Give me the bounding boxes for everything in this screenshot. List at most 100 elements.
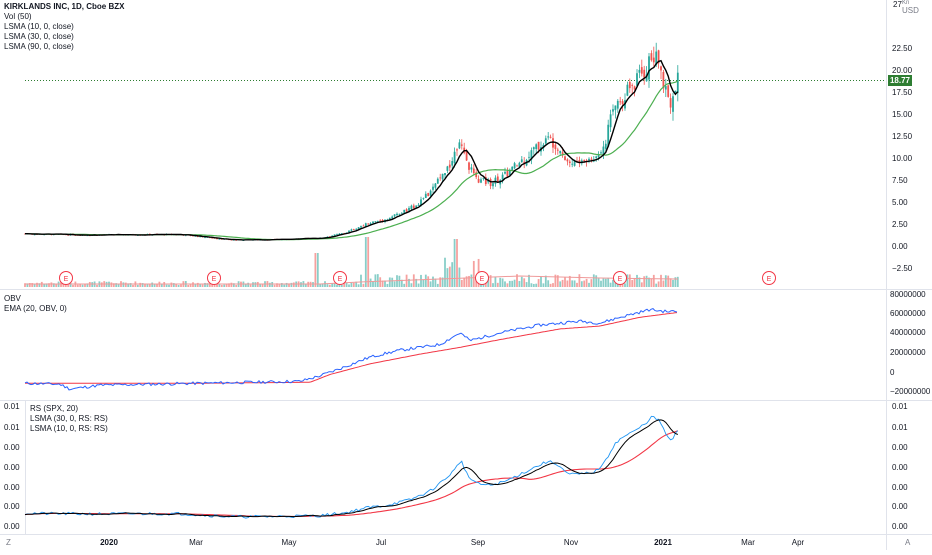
volume-bar — [76, 284, 79, 287]
volume-bar — [643, 276, 646, 287]
volume-bar — [45, 283, 48, 287]
candle-body — [458, 142, 461, 149]
volume-bar — [177, 284, 180, 287]
earnings-marker[interactable] — [207, 271, 221, 285]
earnings-marker[interactable] — [333, 271, 347, 285]
volume-bar — [223, 284, 226, 287]
legend-rs-lsma-10[interactable]: LSMA (10, 0, RS: RS) — [30, 424, 108, 433]
rs-left-axis-label: 0.00 — [4, 443, 20, 452]
volume-bar — [156, 283, 158, 287]
candle-body — [674, 90, 677, 93]
candle-body — [535, 144, 538, 150]
volume-ma-path — [25, 275, 679, 285]
volume-bar — [444, 257, 446, 287]
volume-bar — [417, 283, 420, 287]
volume-bar — [376, 274, 379, 287]
volume-bar — [26, 283, 29, 287]
volume-bar — [592, 274, 595, 287]
candle-body — [420, 199, 422, 206]
legend-volume[interactable]: Vol (50) — [4, 12, 32, 21]
legend-rs-lsma-30[interactable]: LSMA (30, 0, RS: RS) — [30, 414, 108, 423]
candle-body — [640, 67, 643, 74]
volume-bar — [520, 276, 523, 287]
earnings-marker[interactable] — [59, 271, 73, 285]
timezone-button[interactable]: Z — [6, 538, 11, 547]
volume-bar — [96, 284, 98, 287]
candle-body — [508, 170, 511, 176]
candle-body — [472, 168, 475, 174]
candle-body — [444, 173, 446, 176]
volume-bar — [132, 284, 134, 287]
obv-ema-line — [25, 312, 678, 384]
volume-bar — [636, 274, 638, 287]
volume-bar — [232, 283, 235, 287]
legend-lsma-10[interactable]: LSMA (10, 0, close) — [4, 22, 74, 31]
volume-bar — [468, 275, 470, 287]
candle-body — [511, 166, 514, 170]
volume-bar — [588, 282, 590, 287]
candle-body — [607, 124, 610, 147]
legend-obv-ema[interactable]: EMA (20, OBV, 0) — [4, 304, 67, 313]
candle-body — [496, 176, 499, 183]
candle-body — [364, 223, 367, 227]
volume-bar — [336, 284, 338, 287]
legend-rs[interactable]: RS (SPX, 20) — [30, 404, 79, 413]
volume-bar — [285, 282, 288, 287]
volume-bar — [638, 277, 641, 287]
volume-bar — [276, 283, 278, 287]
earnings-marker[interactable] — [762, 271, 776, 285]
volume-bar — [511, 280, 514, 287]
candle-body — [516, 165, 518, 167]
candle-body — [230, 239, 233, 241]
time-axis-label: Mar — [189, 538, 203, 547]
candle-body — [381, 220, 384, 222]
volume-bar — [453, 239, 456, 287]
volume-bar — [568, 275, 571, 287]
candle-body — [520, 159, 523, 163]
candle-body — [619, 101, 622, 103]
volume-bar — [487, 276, 490, 287]
rs-left-axis-label: 0.00 — [4, 483, 20, 492]
legend-lsma-90[interactable]: LSMA (90, 0, close) — [4, 42, 74, 51]
volume-bar — [290, 282, 293, 287]
candle-body — [367, 223, 370, 225]
volume-bar — [624, 283, 626, 287]
earnings-marker[interactable] — [475, 271, 489, 285]
candle-body — [372, 221, 374, 224]
volume-bar — [554, 274, 557, 287]
candle-body — [331, 235, 334, 237]
candle-body — [616, 100, 619, 109]
obv-axis-label: 40000000 — [890, 328, 926, 337]
legend-obv[interactable]: OBV — [4, 294, 21, 303]
time-axis-label: Nov — [564, 538, 578, 547]
candlesticks[interactable] — [24, 42, 679, 241]
currency-label[interactable]: USD — [902, 6, 919, 15]
time-axis-label: Sep — [471, 538, 486, 547]
volume-bar — [331, 283, 334, 287]
earnings-marker[interactable] — [613, 271, 627, 285]
rs-line — [24, 415, 679, 519]
volume-bar — [528, 274, 530, 287]
candle-body — [192, 235, 194, 237]
candle-body — [456, 149, 458, 151]
volume-bar — [458, 267, 461, 287]
legend-lsma-30[interactable]: LSMA (30, 0, close) — [4, 32, 74, 41]
volume-bar — [175, 284, 178, 287]
rs-pane-legend: RS (SPX, 20) LSMA (30, 0, RS: RS) LSMA (… — [30, 404, 108, 434]
auto-scale-button[interactable]: A — [905, 538, 911, 547]
volume-bar — [664, 275, 667, 287]
volume-bar — [355, 281, 358, 287]
volume-bar — [319, 283, 322, 287]
rs-axis-label: 0.00 — [892, 463, 908, 472]
candle-body — [468, 162, 470, 170]
rs-left-axis-label: 0.01 — [4, 423, 20, 432]
volume-bar — [676, 276, 679, 287]
volume-bar — [69, 283, 72, 287]
candle-body — [506, 171, 509, 177]
candle-body — [477, 178, 480, 183]
symbol-title[interactable]: KIRKLANDS INC, 1D, Cboe BZX — [4, 2, 125, 11]
volume-bar — [316, 253, 319, 287]
